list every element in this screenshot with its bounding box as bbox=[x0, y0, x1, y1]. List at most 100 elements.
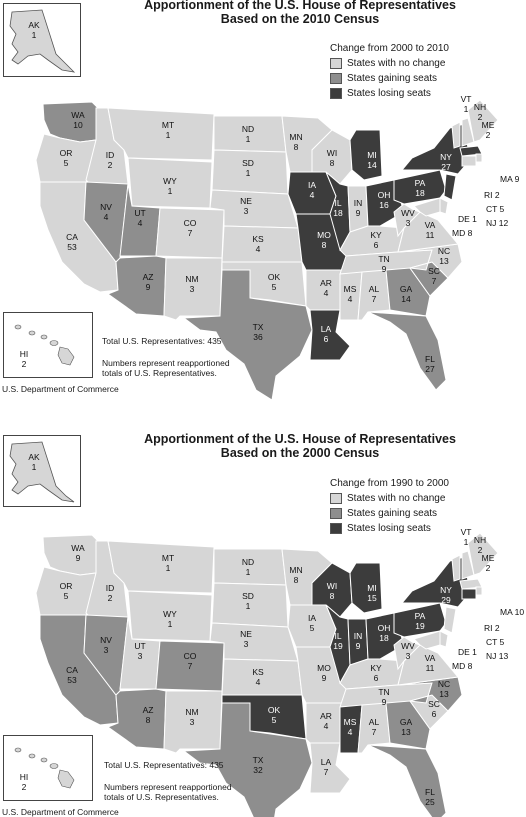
state-KS bbox=[221, 225, 303, 263]
state-label-ME: ME bbox=[482, 120, 495, 130]
state-label-IA: IA bbox=[308, 613, 316, 623]
callout-CT: CT 5 bbox=[486, 637, 505, 647]
state-WI bbox=[311, 129, 353, 185]
note-line-1: Numbers represent reapportioned bbox=[104, 782, 232, 792]
state-label-CO: CO bbox=[184, 651, 197, 661]
state-label-WA: WA bbox=[71, 543, 85, 553]
state-seats-NC: 13 bbox=[439, 256, 449, 266]
alaska-shape: AK 1 bbox=[9, 9, 76, 73]
state-label-VT: VT bbox=[461, 94, 472, 104]
state-label-MN: MN bbox=[289, 132, 302, 142]
us-map: WA10OR5CA53ID2NV4MT1WY1UT4AZ9CO7NM3ND1SD… bbox=[35, 94, 520, 401]
state-CT bbox=[461, 155, 477, 167]
state-seats-MT: 1 bbox=[166, 130, 171, 140]
state-seats-NM: 3 bbox=[190, 284, 195, 294]
state-seats-IN: 9 bbox=[356, 641, 361, 651]
state-label-WV: WV bbox=[401, 641, 415, 651]
state-FL bbox=[367, 311, 447, 391]
state-seats-NH: 2 bbox=[478, 545, 483, 555]
state-seats-NE: 3 bbox=[244, 639, 249, 649]
state-seats-OR: 5 bbox=[64, 158, 69, 168]
state-label-LA: LA bbox=[321, 324, 332, 334]
state-seats-NV: 4 bbox=[104, 212, 109, 222]
state-seats-VA: 11 bbox=[426, 663, 435, 673]
state-VT bbox=[451, 554, 461, 582]
state-label-KY: KY bbox=[370, 663, 382, 673]
state-seats-WI: 8 bbox=[330, 158, 335, 168]
state-label-TX: TX bbox=[253, 322, 264, 332]
state-seats-CO: 7 bbox=[188, 661, 193, 671]
state-MI bbox=[349, 562, 383, 614]
state-seats-IA: 5 bbox=[310, 623, 315, 633]
state-label-NV: NV bbox=[100, 202, 112, 212]
legend-item-no-change: States with no change bbox=[347, 58, 446, 69]
state-label-AK: AK bbox=[28, 20, 40, 30]
state-seats-HI: 2 bbox=[22, 359, 27, 369]
state-label-AR: AR bbox=[320, 711, 332, 721]
state-MS bbox=[339, 271, 363, 321]
state-label-GA: GA bbox=[400, 284, 413, 294]
legend: Change from 2000 to 2010 States with no … bbox=[330, 42, 449, 100]
state-seats-WY: 1 bbox=[168, 619, 173, 629]
state-seats-NH: 2 bbox=[478, 112, 483, 122]
state-seats-WY: 1 bbox=[168, 186, 173, 196]
state-seats-KS: 4 bbox=[256, 677, 261, 687]
state-label-HI: HI bbox=[20, 772, 29, 782]
state-seats-AK: 1 bbox=[32, 462, 37, 472]
state-label-OK: OK bbox=[268, 705, 281, 715]
state-label-WY: WY bbox=[163, 609, 177, 619]
state-label-VA: VA bbox=[425, 220, 436, 230]
state-seats-NE: 3 bbox=[244, 206, 249, 216]
state-label-AZ: AZ bbox=[143, 705, 154, 715]
state-seats-LA: 7 bbox=[324, 767, 329, 777]
state-seats-GA: 13 bbox=[401, 727, 411, 737]
state-label-WI: WI bbox=[327, 581, 337, 591]
alaska-inset: AK 1 bbox=[3, 3, 81, 77]
state-label-PA: PA bbox=[415, 611, 426, 621]
state-label-NE: NE bbox=[240, 196, 252, 206]
state-seats-OH: 16 bbox=[379, 200, 389, 210]
state-seats-MS: 4 bbox=[348, 727, 353, 737]
state-label-MT: MT bbox=[162, 120, 174, 130]
state-label-ND: ND bbox=[242, 124, 254, 134]
callout-MA: MA 10 bbox=[500, 607, 524, 617]
state-seats-FL: 27 bbox=[425, 364, 435, 374]
state-seats-ID: 2 bbox=[108, 593, 113, 603]
state-NJ bbox=[443, 606, 457, 634]
callout-MA: MA 9 bbox=[500, 174, 520, 184]
state-label-AR: AR bbox=[320, 278, 332, 288]
title-line-2: Based on the 2000 Census bbox=[220, 446, 380, 460]
legend-item-gaining: States gaining seats bbox=[347, 73, 438, 84]
state-label-NY: NY bbox=[440, 585, 452, 595]
state-seats-NC: 13 bbox=[439, 689, 449, 699]
state-ME bbox=[467, 99, 499, 143]
state-label-MS: MS bbox=[344, 284, 357, 294]
note-line-2: totals of U.S. Representatives. bbox=[104, 792, 219, 802]
state-label-MT: MT bbox=[162, 553, 174, 563]
state-seats-OK: 5 bbox=[272, 282, 277, 292]
state-WI bbox=[311, 562, 353, 618]
state-RI bbox=[475, 153, 483, 163]
state-RI bbox=[475, 586, 483, 596]
callout-NJ: NJ 13 bbox=[486, 651, 508, 661]
state-TX bbox=[182, 702, 313, 817]
callout-RI: RI 2 bbox=[484, 190, 500, 200]
state-KS bbox=[221, 658, 303, 696]
legend-title: Change from 1990 to 2000 bbox=[330, 478, 449, 489]
state-NC bbox=[397, 243, 463, 279]
state-seats-SD: 1 bbox=[246, 168, 251, 178]
state-label-NM: NM bbox=[185, 707, 198, 717]
state-label-OR: OR bbox=[60, 148, 73, 158]
state-seats-VT: 1 bbox=[464, 537, 469, 547]
state-seats-IL: 19 bbox=[333, 641, 343, 651]
state-label-KY: KY bbox=[370, 230, 382, 240]
state-label-KS: KS bbox=[252, 667, 264, 677]
state-seats-WV: 3 bbox=[406, 218, 411, 228]
state-label-WA: WA bbox=[71, 110, 85, 120]
state-seats-LA: 6 bbox=[324, 334, 329, 344]
state-label-MN: MN bbox=[289, 565, 302, 575]
legend-swatch-no-change bbox=[330, 58, 342, 69]
state-NC bbox=[397, 676, 463, 712]
map-panel-2010: Apportionment of the U.S. House of Repre… bbox=[0, 0, 526, 405]
state-label-ND: ND bbox=[242, 557, 254, 567]
